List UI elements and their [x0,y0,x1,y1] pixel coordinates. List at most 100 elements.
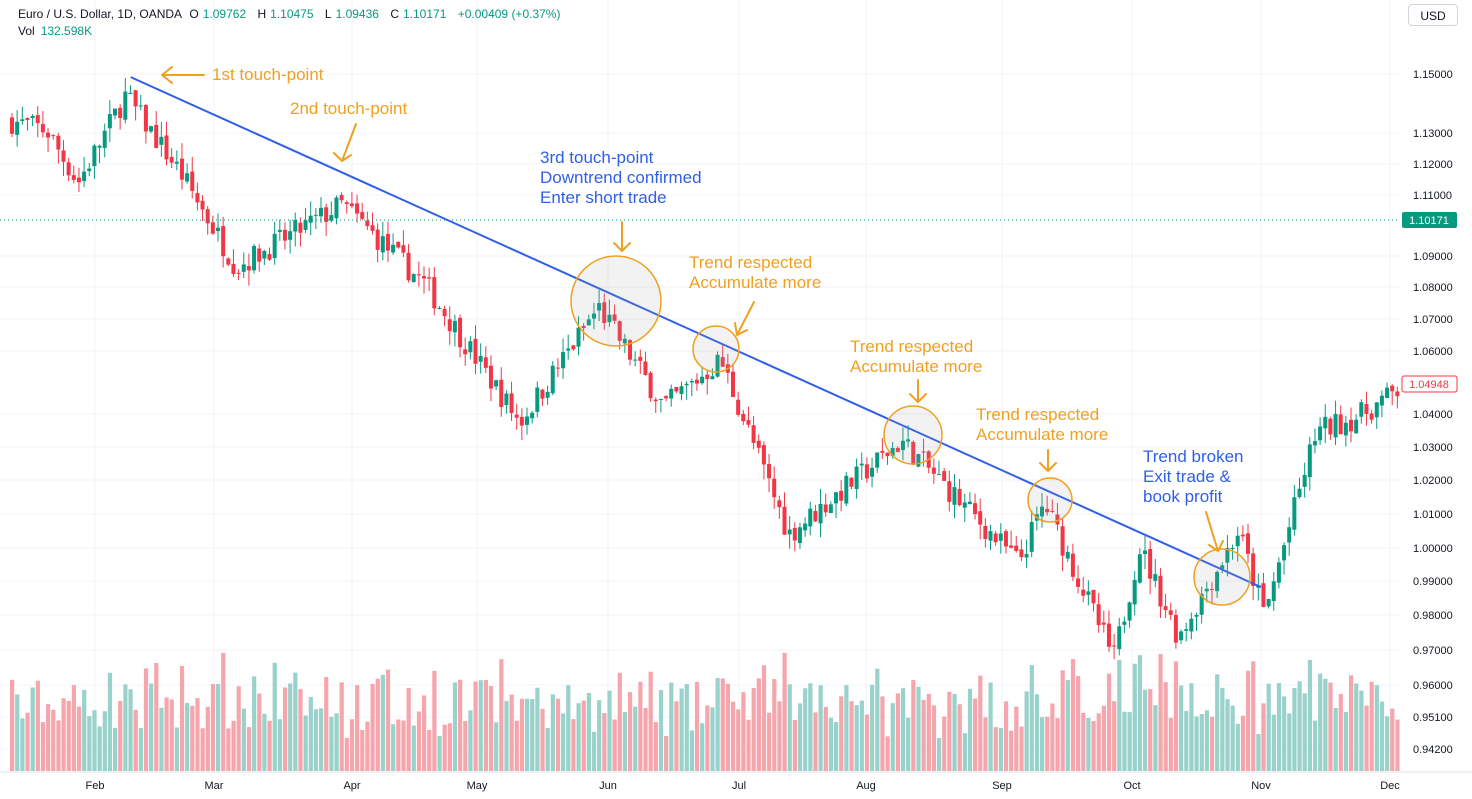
volume-bar [1364,705,1369,771]
volume-bar [566,685,571,771]
candle-body [391,244,396,253]
candle-body [1225,548,1230,563]
candle-body [1276,562,1281,583]
volume-bar [561,713,566,771]
candle-body [1101,622,1106,625]
candle-body [313,214,318,216]
volume-bar [828,717,834,771]
volume-bar [205,706,210,771]
volume-bar [447,723,452,771]
volume-bar [1225,699,1230,771]
volume-bar [1163,682,1168,771]
volume-bar [154,662,159,771]
candle-body [875,452,880,468]
volume-bar [684,684,689,771]
candle-body [1112,645,1117,647]
touch-circle-3 [570,255,662,347]
arrow-3 [613,221,631,252]
candle-body [1163,606,1168,611]
volume-bar [514,720,519,771]
volume-bar [864,714,870,771]
candle-body [344,202,349,204]
volume-bar [133,709,138,771]
volume-bar [422,695,427,771]
volume-bar [540,708,545,771]
volume-bar [1374,685,1379,771]
currency-button[interactable]: USD [1408,4,1458,26]
candle-body [149,126,154,132]
candle-body [988,531,993,541]
annotation-4: Trend respected Accumulate more [689,253,821,293]
touch-circle-5 [883,405,943,465]
candle-body [1076,578,1081,587]
candle-body [1318,426,1323,441]
volume-bar [612,719,617,771]
candle-body [1230,548,1235,550]
touch-point-circles [570,255,1251,606]
candle-body [478,356,483,362]
volume-bar [1349,675,1354,771]
candle-body [504,393,509,406]
volume-bar [870,684,875,771]
candle-body [35,115,40,124]
high-value: 1.10475 [270,7,314,21]
volume-bar [519,698,525,771]
current-price-tag: 1.10171 [1402,212,1457,228]
volume-bar [1065,680,1070,771]
volume-bar [756,678,761,771]
volume-bar [571,719,576,771]
volume-bar [643,707,648,771]
x-tick-label: Sep [992,780,1012,792]
candle-body [689,380,694,383]
volume-bar [746,719,751,771]
candle-body [669,388,674,399]
candle-body [1261,583,1266,607]
volume-bar [1122,711,1127,771]
candle-body [1297,488,1302,498]
arrow-2 [333,123,357,162]
volume-bar [10,679,15,771]
candle-body [911,441,916,465]
price-axis[interactable]: 1.15000 1.13000 1.12000 1.11000 1.09000 1.080… [1413,69,1453,756]
symbol-label[interactable]: Euro / U.S. Dollar, 1D, OANDA [18,7,183,21]
volume-bar [1055,718,1060,771]
volume-bar [1385,716,1390,771]
volume-bar [262,713,267,771]
volume-bar [288,683,293,771]
volume-bar [313,709,319,771]
volume-bar [1359,690,1364,771]
volume-bar [597,700,602,771]
volume-bar [1014,706,1019,771]
volume-bar [1282,696,1287,771]
volume-bar [983,717,988,771]
candle-body [1096,604,1101,626]
candle-body [205,209,210,224]
annotation-6-line-2: Accumulate more [976,425,1109,444]
annotation-7-line-3: book profit [1143,487,1223,506]
volume-bar [102,711,107,771]
volume-bar [1251,661,1256,771]
candle-body [586,319,591,326]
time-axis[interactable]: Feb Mar Apr May Jun Jul Aug Sep Oct Nov Dec [86,780,1401,792]
candle-body [257,248,262,262]
volume-bar [463,720,468,771]
volume-bar [1081,712,1086,771]
volume-bar [1271,714,1276,771]
candle-body [1323,416,1328,429]
volume-bar [664,736,669,771]
candle-body [1024,554,1029,558]
candle-body [15,121,20,135]
volume-bar [586,692,591,771]
volume-bar [700,723,705,771]
volume-bar [1024,691,1029,771]
candle-body [1220,565,1225,569]
volume-bar [87,716,92,771]
volume-bar [1179,685,1184,771]
volume-bar [473,681,478,771]
candle-body [761,445,766,465]
volume-bar [483,679,488,771]
candle-body [906,439,911,442]
candle-body [226,258,231,265]
volume-bar [401,720,406,771]
